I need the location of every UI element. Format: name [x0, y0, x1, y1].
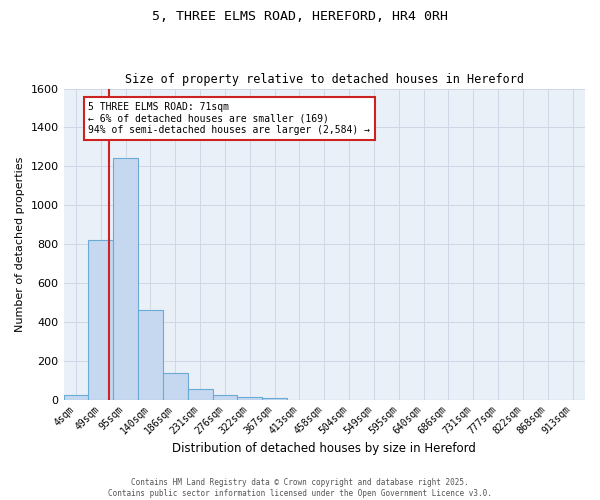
- Bar: [163, 374, 188, 400]
- Y-axis label: Number of detached properties: Number of detached properties: [15, 156, 25, 332]
- Bar: [188, 388, 212, 400]
- Text: Contains HM Land Registry data © Crown copyright and database right 2025.
Contai: Contains HM Land Registry data © Crown c…: [108, 478, 492, 498]
- Bar: [238, 396, 262, 400]
- Bar: [262, 398, 287, 400]
- Text: 5 THREE ELMS ROAD: 71sqm
← 6% of detached houses are smaller (169)
94% of semi-d: 5 THREE ELMS ROAD: 71sqm ← 6% of detache…: [88, 102, 370, 136]
- Bar: [138, 310, 163, 400]
- Text: 5, THREE ELMS ROAD, HEREFORD, HR4 0RH: 5, THREE ELMS ROAD, HEREFORD, HR4 0RH: [152, 10, 448, 23]
- Bar: [113, 158, 138, 400]
- X-axis label: Distribution of detached houses by size in Hereford: Distribution of detached houses by size …: [172, 442, 476, 455]
- Bar: [212, 394, 238, 400]
- Bar: [64, 394, 88, 400]
- Bar: [88, 240, 113, 400]
- Title: Size of property relative to detached houses in Hereford: Size of property relative to detached ho…: [125, 73, 524, 86]
